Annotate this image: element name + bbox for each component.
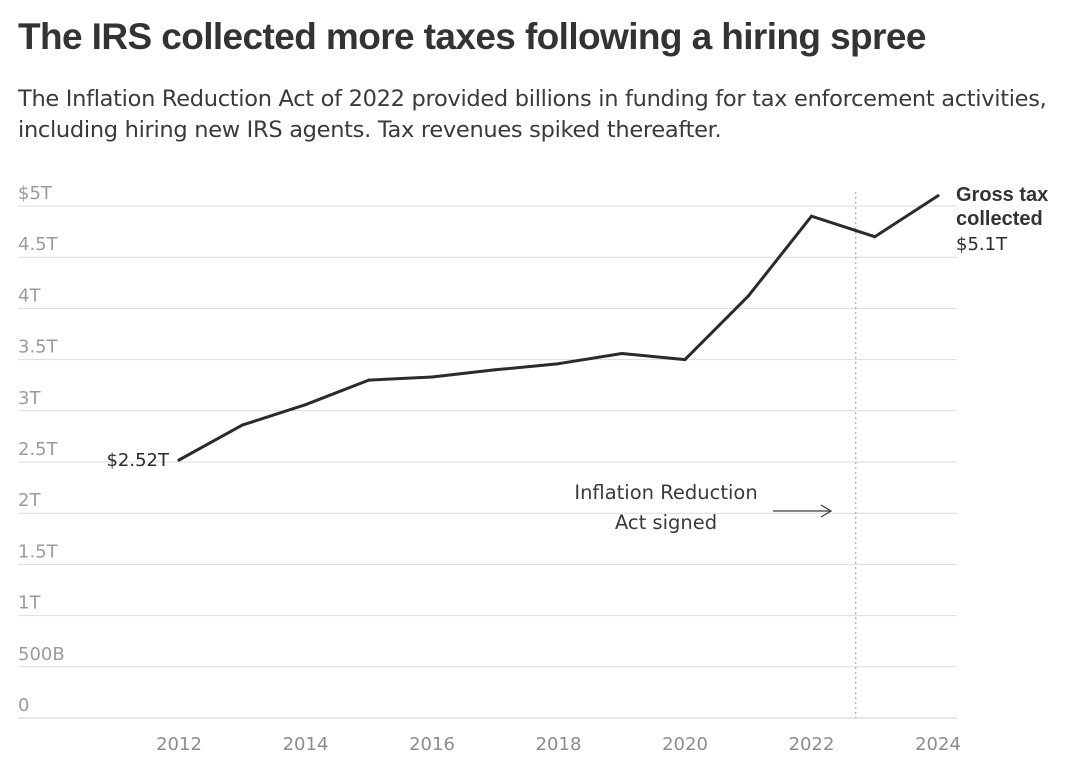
x-tick-label: 2012 (156, 734, 202, 755)
data-point (683, 358, 687, 362)
data-point (430, 375, 434, 379)
y-tick-label: $5T (18, 183, 53, 204)
x-tick-label: 2018 (536, 734, 582, 755)
y-tick-label: 0 (18, 695, 29, 716)
event-annotation-label: Inflation Reduction (574, 481, 757, 504)
end-value-label: $5.1T (956, 234, 1008, 255)
data-point (936, 194, 940, 198)
data-point (240, 423, 244, 427)
series-name-label: Gross tax (956, 184, 1048, 206)
x-tick-label: 2022 (789, 734, 835, 755)
data-point (620, 351, 624, 355)
y-tick-label: 4T (18, 285, 41, 306)
chart-subtitle: The Inflation Reduction Act of 2022 prov… (18, 86, 1047, 143)
y-tick-label: 1T (18, 593, 41, 614)
x-tick-label: 2016 (409, 734, 455, 755)
y-axis-tick-labels: $5T 4.5T 4T 3.5T 3T 2.5T 2T 1.5T 1T 500B 0 (18, 183, 65, 716)
y-tick-label: 4.5T (18, 234, 59, 255)
y-tick-label: 1.5T (18, 541, 59, 562)
y-tick-label: 500B (18, 644, 65, 665)
data-point (177, 458, 181, 462)
x-tick-label: 2024 (915, 734, 961, 755)
data-point (367, 378, 371, 382)
series-line (177, 194, 940, 462)
event-annotation-label: Act signed (615, 511, 717, 534)
chart-title: The IRS collected more taxes following a… (18, 16, 926, 57)
series-name-label: collected (956, 208, 1043, 230)
series-layer (177, 194, 940, 462)
y-tick-label: 2T (18, 490, 41, 511)
event-arrow-head-icon (820, 504, 833, 518)
data-point (810, 214, 813, 218)
data-point (304, 403, 307, 407)
y-tick-label: 3T (18, 388, 41, 409)
data-point (873, 235, 877, 239)
y-tick-label: 2.5T (18, 439, 59, 460)
gridlines (18, 205, 957, 719)
data-point (746, 294, 750, 298)
event-annotation: Inflation Reduction Act signed (574, 192, 857, 718)
start-value-label: $2.52T (106, 450, 170, 471)
data-point (557, 362, 560, 366)
data-point (493, 368, 497, 372)
x-axis-tick-labels: 2012 2014 2016 2018 2020 2022 2024 (156, 734, 961, 755)
x-tick-label: 2014 (283, 734, 329, 755)
y-tick-label: 3.5T (18, 337, 59, 358)
x-tick-label: 2020 (662, 734, 708, 755)
